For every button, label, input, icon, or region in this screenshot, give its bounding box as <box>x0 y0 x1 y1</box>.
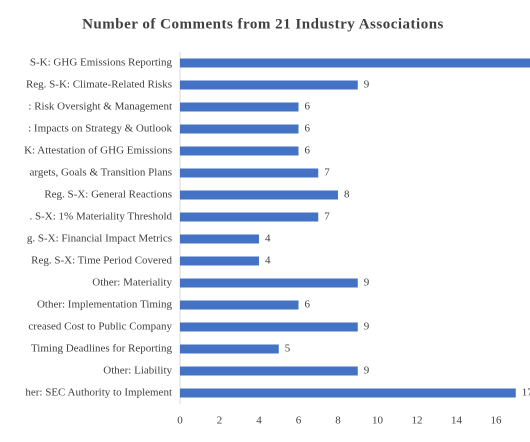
y-tick-label: Other: Implementation Timing <box>37 299 173 311</box>
y-tick-label: . S-X: 1% Materiality Threshold <box>30 211 173 223</box>
y-tick-label: Reg. S-K: Climate-Related Risks <box>26 79 172 91</box>
x-tick-label: 6 <box>296 415 302 427</box>
bar <box>180 256 259 266</box>
value-label: 7 <box>324 167 330 179</box>
x-tick-label: 16 <box>491 415 503 427</box>
y-tick-label: Other: Liability <box>103 365 172 377</box>
value-label: 6 <box>305 123 311 135</box>
bar <box>180 124 299 134</box>
value-label: 4 <box>265 233 271 245</box>
y-tick-label: argets, Goals & Transition Plans <box>29 167 172 179</box>
y-tick-label: : Impacts on Strategy & Outlook <box>28 123 172 135</box>
bar <box>180 344 279 354</box>
bar <box>180 80 358 90</box>
bar <box>180 168 319 178</box>
value-label: 8 <box>344 189 350 201</box>
x-tick-label: 14 <box>451 415 463 427</box>
y-tick-label: Timing Deadlines for Reporting <box>31 343 173 355</box>
x-tick-label: 12 <box>412 415 423 427</box>
y-tick-label: K: Attestation of GHG Emissions <box>24 145 172 157</box>
bar <box>180 300 299 310</box>
bar <box>180 212 319 222</box>
y-tick-label: Reg. S-X: General Reactions <box>44 189 172 201</box>
chart-title: Number of Comments from 21 Industry Asso… <box>82 16 444 32</box>
bar <box>180 366 358 376</box>
value-label: 6 <box>305 101 311 113</box>
y-tick-label: Reg. S-X: Time Period Covered <box>31 255 172 267</box>
bar <box>180 146 299 156</box>
value-label: 7 <box>324 211 330 223</box>
value-label: 9 <box>364 277 370 289</box>
bar <box>180 58 530 68</box>
y-tick-label: : Risk Oversight & Management <box>28 101 172 113</box>
x-tick-label: 8 <box>335 415 341 427</box>
value-label: 6 <box>305 145 311 157</box>
bar <box>180 102 299 112</box>
y-tick-label: Other: Materiality <box>92 277 172 289</box>
y-tick-label: g. S-X: Financial Impact Metrics <box>27 233 172 245</box>
y-tick-label: S-K: GHG Emissions Reporting <box>30 57 173 69</box>
bar <box>180 322 358 332</box>
value-label: 9 <box>364 321 370 333</box>
bar <box>180 278 358 288</box>
value-label: 5 <box>285 343 291 355</box>
bar <box>180 388 516 398</box>
x-tick-label: 10 <box>372 415 384 427</box>
bar <box>180 190 338 200</box>
bar <box>180 234 259 244</box>
value-label: 17 <box>522 387 530 399</box>
y-tick-label: her: SEC Authority to Implement <box>25 387 172 399</box>
value-label: 6 <box>305 299 311 311</box>
x-tick-label: 2 <box>217 415 223 427</box>
value-label: 9 <box>364 79 370 91</box>
x-tick-label: 4 <box>256 415 262 427</box>
value-label: 4 <box>265 255 271 267</box>
x-tick-label: 0 <box>177 415 183 427</box>
y-tick-label: creased Cost to Public Company <box>28 321 172 333</box>
value-label: 9 <box>364 365 370 377</box>
